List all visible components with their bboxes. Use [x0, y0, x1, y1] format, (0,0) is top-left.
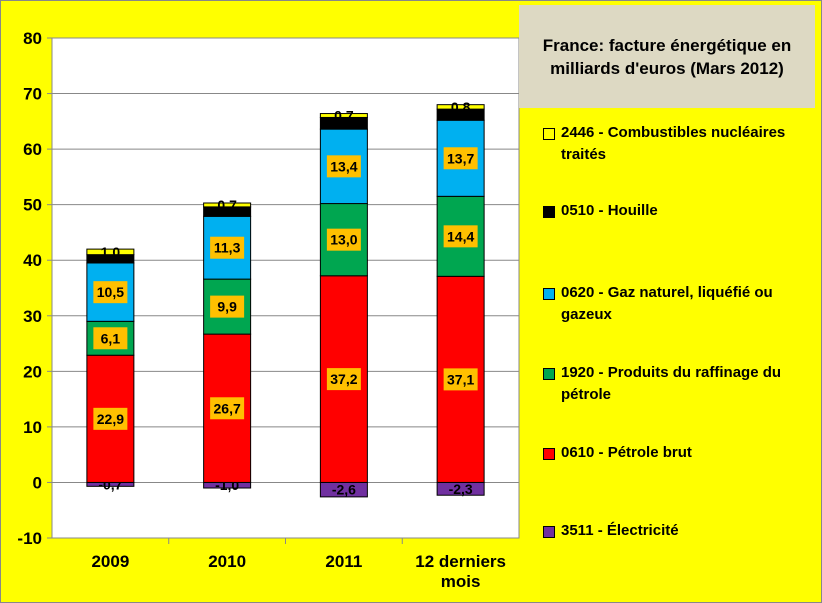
legend-item: 0510 - Houille: [543, 200, 813, 222]
x-category-label: 12 derniers: [415, 552, 506, 571]
bar-segment: [203, 202, 252, 208]
x-category-label: 2010: [208, 552, 246, 571]
data-label-bg: [210, 397, 245, 420]
data-label: 22,9: [97, 411, 124, 427]
y-tick-label: -10: [17, 529, 42, 548]
legend-label: 3511 - Électricité: [561, 522, 679, 539]
x-category-label: mois: [441, 572, 481, 591]
data-label: 11,3: [214, 240, 241, 256]
data-label: 37,1: [447, 371, 474, 387]
bar-segment: [436, 104, 485, 110]
legend-swatch: [543, 526, 555, 538]
y-tick-label: 10: [23, 418, 42, 437]
data-label: 0,8: [451, 99, 471, 115]
data-label-bg: [326, 155, 361, 178]
data-label-bg: [443, 147, 478, 170]
data-label: 37,2: [330, 371, 357, 387]
y-tick-label: 30: [23, 307, 42, 326]
y-tick-label: 60: [23, 140, 42, 159]
data-label: 0,7: [334, 108, 354, 124]
data-label: 13,4: [330, 158, 357, 174]
legend-item: 3511 - Électricité: [543, 520, 813, 542]
data-label-bg: [93, 327, 128, 350]
data-label-bg: [93, 407, 128, 430]
legend-item: 0620 - Gaz naturel, liquéfié ou gazeux: [543, 282, 813, 326]
legend-swatch: [543, 128, 555, 140]
legend-swatch: [543, 368, 555, 380]
data-label-bg: [326, 228, 361, 251]
legend-label: 0510 - Houille: [561, 202, 658, 219]
data-label: 1,0: [101, 244, 121, 260]
data-label: -2,6: [332, 482, 356, 498]
data-label: 13,7: [447, 150, 474, 166]
data-label: 0,7: [217, 197, 237, 213]
data-label: 13,0: [330, 232, 357, 248]
legend-item: 2446 - Combustibles nucléaires traités: [543, 122, 813, 166]
legend-label: 1920 - Produits du raffinage du pétrole: [561, 364, 782, 403]
data-label-bg: [210, 236, 245, 259]
data-label: 9,9: [217, 299, 237, 315]
data-label: -2,3: [449, 481, 473, 497]
legend-swatch: [543, 448, 555, 460]
data-label-bg: [93, 281, 128, 304]
legend-item: 0610 - Pétrole brut: [543, 442, 813, 464]
x-category-label: 2011: [325, 552, 362, 571]
legend-label: 0620 - Gaz naturel, liquéfié ou gazeux: [561, 284, 773, 323]
y-tick-label: 40: [23, 251, 42, 270]
data-label-bg: [326, 368, 361, 391]
data-label-bg: [443, 225, 478, 248]
data-label: 26,7: [214, 400, 241, 416]
data-label: 6,1: [101, 330, 121, 346]
data-label-bg: [210, 295, 245, 318]
y-tick-label: 50: [23, 196, 42, 215]
bar-segment: [86, 248, 135, 256]
chart-title: France: facture énergétique en milliards…: [519, 5, 815, 108]
bar-segment: [319, 113, 368, 118]
y-tick-label: 0: [33, 473, 42, 492]
y-tick-label: 20: [23, 362, 42, 381]
data-label: 10,5: [97, 284, 124, 300]
y-tick-label: 80: [23, 29, 42, 48]
data-label: 14,4: [447, 228, 474, 244]
legend-item: 1920 - Produits du raffinage du pétrole: [543, 362, 813, 406]
legend-label: 0610 - Pétrole brut: [561, 444, 692, 461]
legend-swatch: [543, 206, 555, 218]
legend-label: 2446 - Combustibles nucléaires traités: [561, 124, 786, 163]
x-category-label: 2009: [91, 552, 129, 571]
legend-swatch: [543, 288, 555, 300]
data-label-bg: [443, 368, 478, 391]
y-tick-label: 70: [23, 85, 42, 104]
